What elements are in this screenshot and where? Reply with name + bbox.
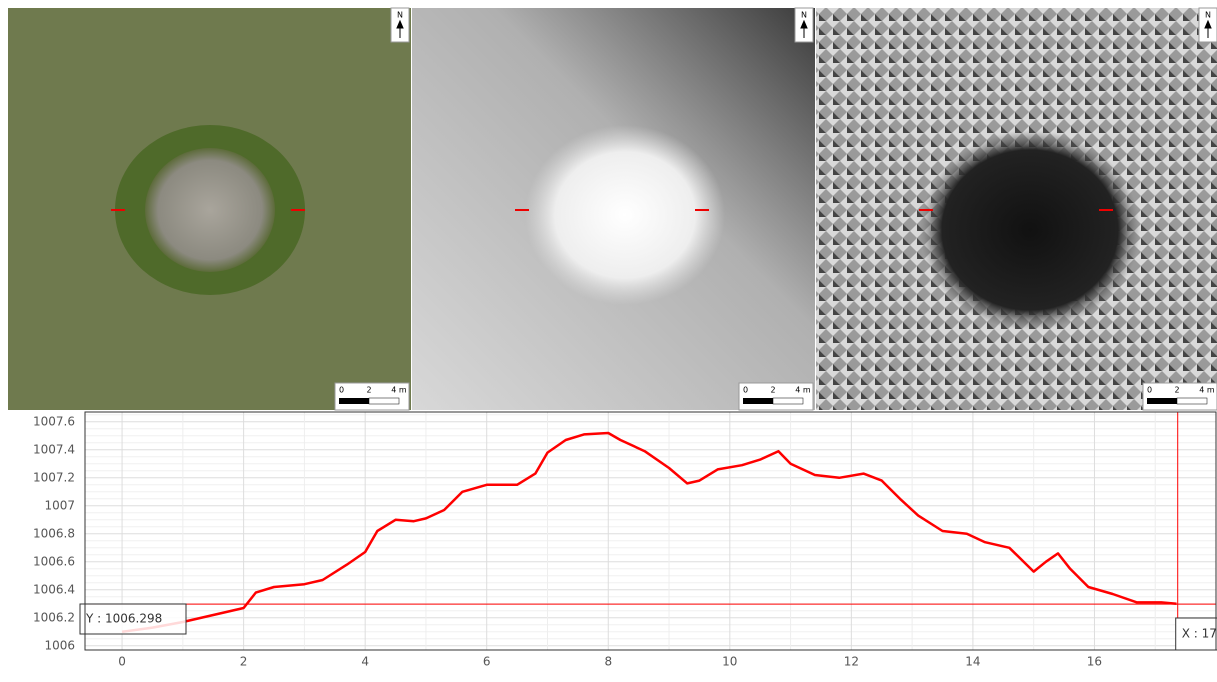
y-tick-label: 1007.4 <box>33 442 75 456</box>
y-tick-label: 1006 <box>44 638 75 652</box>
scale-label: 0 <box>1147 386 1152 395</box>
scale-bar-dark <box>1147 398 1177 404</box>
scale-bar-dark <box>743 398 773 404</box>
scale-bar-light <box>369 398 399 404</box>
y-tick-label: 1006.4 <box>33 582 75 596</box>
y-tick-label: 1006.2 <box>33 610 75 624</box>
y-tick-label: 1006.6 <box>33 554 75 568</box>
y-tick-label: 1007.2 <box>33 470 75 484</box>
x-tick-label: 16 <box>1087 655 1102 669</box>
orthophoto-panel <box>8 8 411 410</box>
cursor-y-label: Y : 1006.298 <box>85 612 162 626</box>
profile-line <box>122 433 1176 632</box>
x-tick-label: 0 <box>118 655 126 669</box>
north-label: N <box>801 11 807 20</box>
y-tick-label: 1006.8 <box>33 526 75 540</box>
scale-bar-light <box>773 398 803 404</box>
dem-panel <box>412 8 815 410</box>
plot <box>85 401 1216 650</box>
north-label: N <box>1205 11 1211 20</box>
plot-frame <box>85 412 1216 650</box>
x-tick-label: 14 <box>965 655 980 669</box>
x-tick-label: 6 <box>483 655 491 669</box>
scale-label: 4 m <box>391 386 407 395</box>
scale-label: 0 <box>743 386 748 395</box>
y-tick-label: 1007.6 <box>33 414 75 428</box>
scale-label: 2 <box>770 386 775 395</box>
north-label: N <box>397 11 403 20</box>
x-tick-label: 2 <box>240 655 248 669</box>
page: N024 mN024 mN024 m10061006.21006.41006.6… <box>0 0 1217 678</box>
x-tick-label: 10 <box>722 655 737 669</box>
x-tick-label: 4 <box>361 655 369 669</box>
scale-label: 4 m <box>1199 386 1215 395</box>
x-tick-label: 8 <box>604 655 612 669</box>
hillshade-panel <box>816 8 1217 410</box>
x-tick-label: 12 <box>844 655 859 669</box>
y-tick-label: 1007 <box>44 498 75 512</box>
scale-bar-dark <box>339 398 369 404</box>
scale-label: 4 m <box>795 386 811 395</box>
cursor-x-label: X : 17 <box>1182 627 1217 641</box>
scale-bar-light <box>1177 398 1207 404</box>
scale-label: 2 <box>1174 386 1179 395</box>
scale-label: 2 <box>366 386 371 395</box>
scale-label: 0 <box>339 386 344 395</box>
